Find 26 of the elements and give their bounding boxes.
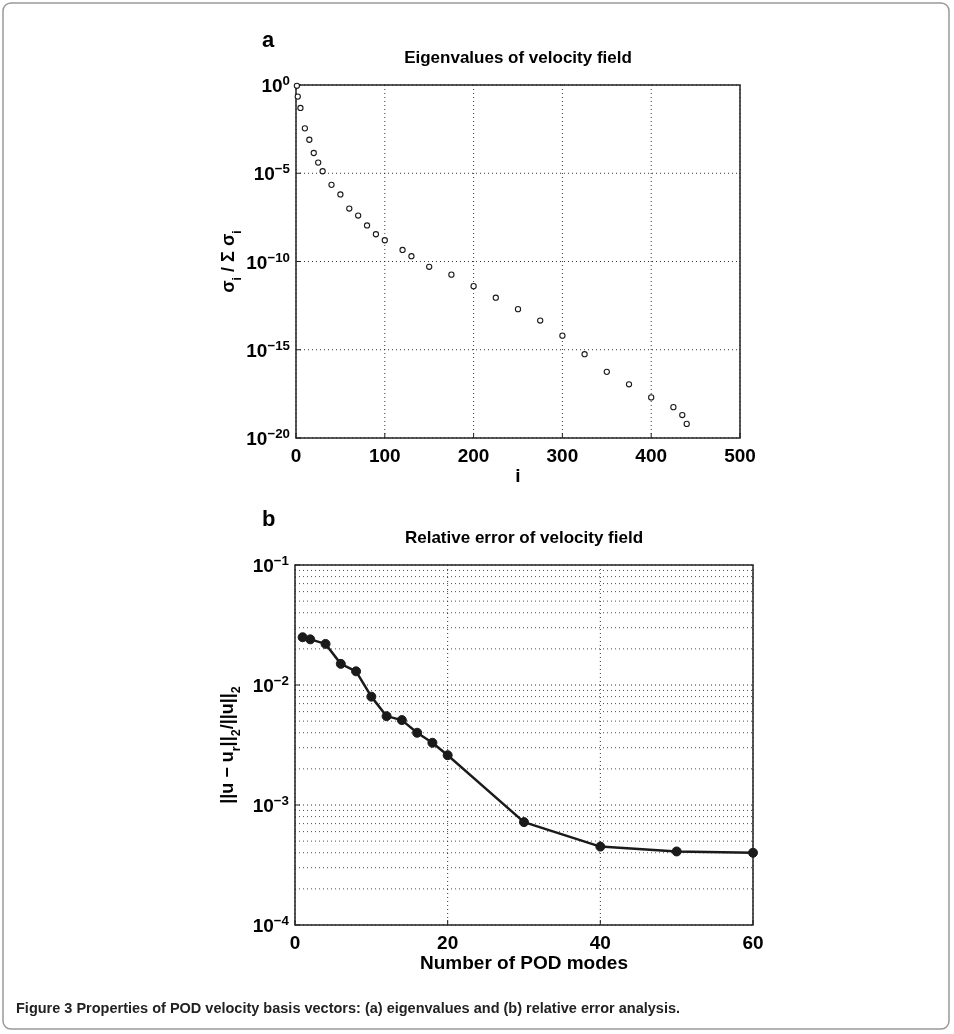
y-tick-label: 10$^{−5}$ — [253, 160, 291, 185]
x-tick-label: 300 — [546, 445, 579, 466]
caption: Figure 3 Properties of POD velocity basis vectors: (a) eigenvalues and (b) relative error analysis. — [16, 1000, 681, 1016]
x-tick-label: 0 — [290, 445, 302, 466]
y-tick-label: 10$^{−15}$ — [246, 337, 291, 361]
x-axis-title: i — [515, 465, 521, 486]
x-tick-label: 60 — [742, 932, 764, 953]
x-tick-label: 40 — [589, 932, 611, 953]
text: a — [262, 27, 275, 52]
chart-title: Relative error of velocity field — [404, 528, 644, 547]
x-tick-label: 500 — [724, 445, 756, 466]
x-tick-label: 20 — [437, 932, 459, 953]
y-tick-label: 10$^{−20}$ — [246, 425, 290, 449]
x-tick-label: 0 — [289, 932, 301, 953]
y-tick-label: 10$^{−10}$ — [246, 249, 290, 273]
y-tick-label: 10$^{−1}$ — [252, 552, 290, 576]
chart-title: Eigenvalues of velocity field — [404, 48, 632, 67]
text: b — [262, 506, 276, 531]
x-tick-label: 200 — [457, 445, 490, 466]
y-tick-label: 10$^{0}$ — [261, 72, 290, 96]
x-tick-label: 100 — [368, 445, 401, 466]
y-tick-label: 10$^{−2}$ — [252, 672, 289, 696]
y-tick-label: 10$^{−4}$ — [252, 912, 290, 936]
x-tick-label: 400 — [635, 445, 668, 466]
y-tick-label: 10$^{−3}$ — [252, 792, 289, 816]
x-axis-title: Number of POD modes — [420, 952, 628, 973]
